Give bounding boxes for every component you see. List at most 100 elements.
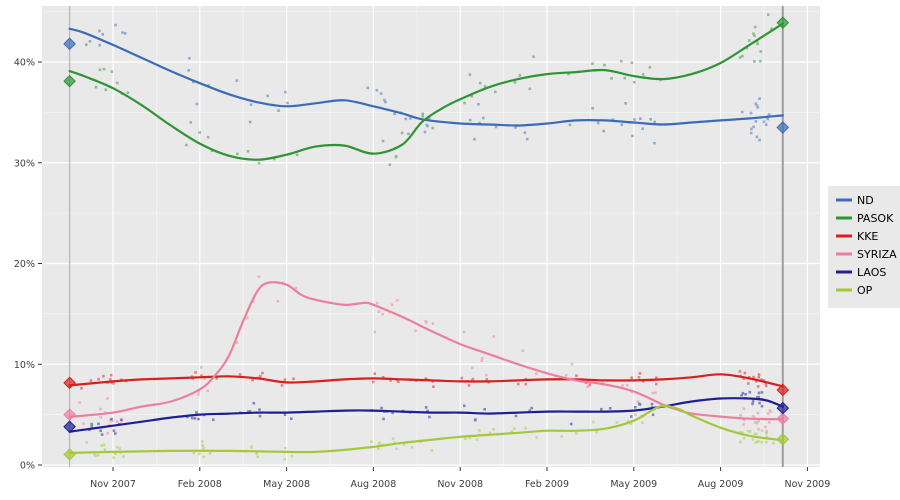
poll-point — [98, 68, 102, 72]
gridlines-major — [42, 6, 820, 467]
poll-point — [187, 69, 190, 72]
poll-point — [277, 109, 280, 112]
poll-point — [90, 422, 93, 426]
poll-point — [758, 97, 761, 100]
poll-point — [188, 56, 191, 60]
poll-point — [99, 407, 102, 411]
poll-point — [740, 394, 743, 397]
poll-point — [650, 402, 654, 406]
poll-point — [567, 72, 570, 76]
poll-point — [514, 126, 517, 129]
poll-point — [483, 85, 487, 88]
poll-point — [283, 458, 286, 461]
poll-point — [292, 377, 295, 381]
poll-point — [516, 382, 520, 386]
poll-point — [630, 376, 633, 379]
poll-point — [638, 403, 642, 406]
poll-point — [373, 330, 376, 334]
poll-point — [383, 98, 386, 102]
poll-point — [766, 117, 769, 121]
poll-point — [404, 117, 408, 121]
poll-point — [739, 414, 743, 417]
poll-point — [641, 73, 645, 76]
poll-point — [202, 455, 206, 459]
poll-point — [195, 102, 199, 106]
poll-point — [756, 106, 760, 109]
poll-point — [238, 373, 242, 376]
poll-point — [110, 419, 114, 423]
poll-point — [97, 453, 100, 457]
y-tick-label: 20% — [14, 259, 35, 270]
election-2009-result-ND — [776, 121, 790, 134]
poll-point — [114, 432, 117, 435]
poll-point — [246, 316, 249, 320]
poll-point — [126, 91, 130, 94]
poll-point — [749, 131, 753, 135]
poll-point — [755, 104, 759, 107]
poll-point — [112, 429, 116, 432]
poll-point — [370, 440, 373, 443]
poll-point — [379, 92, 383, 95]
x-tick-label: Nov 2009 — [785, 479, 831, 490]
poll-point — [192, 451, 196, 455]
poll-point — [248, 120, 252, 124]
poll-point — [770, 27, 773, 31]
x-tick-label: Nov 2007 — [90, 479, 136, 490]
poll-point — [375, 88, 379, 92]
poll-point — [464, 437, 467, 441]
poll-point — [755, 379, 758, 383]
poll-point — [381, 139, 385, 143]
legend-label-PASOK: PASOK — [857, 212, 894, 225]
poll-point — [428, 415, 431, 419]
poll-point — [186, 415, 189, 419]
x-tick-label: Aug 2008 — [351, 479, 397, 490]
poll-point — [641, 127, 644, 131]
poll-point — [485, 378, 489, 381]
trend-line-ND — [68, 27, 784, 127]
poll-point — [760, 391, 764, 394]
scatter-SYRIZA — [78, 275, 772, 435]
poll-point — [621, 384, 624, 387]
poll-point — [653, 141, 656, 145]
poll-point — [753, 60, 756, 63]
poll-point — [754, 102, 758, 106]
poll-point — [206, 135, 210, 139]
poll-point — [290, 454, 294, 458]
poll-point — [592, 420, 595, 424]
poll-point — [623, 76, 627, 80]
poll-point — [756, 412, 760, 415]
election-2009-result-KKE — [776, 383, 790, 397]
poll-point — [523, 131, 527, 134]
poll-point — [261, 371, 264, 375]
poll-point — [98, 43, 101, 47]
poll-point — [630, 61, 634, 65]
poll-point — [753, 421, 757, 424]
poll-point — [757, 391, 761, 395]
poll-point — [272, 157, 276, 161]
poll-point — [475, 438, 479, 441]
poll-point — [767, 421, 771, 424]
poll-point — [615, 421, 619, 424]
poll-point — [389, 379, 392, 382]
poll-point — [197, 452, 201, 456]
poll-point — [648, 66, 652, 69]
poll-point — [190, 416, 194, 420]
poll-point — [463, 101, 466, 105]
poll-point — [432, 385, 435, 388]
poll-point — [391, 437, 395, 441]
poll-point — [758, 138, 761, 142]
legend-item-PASOK: PASOK — [836, 212, 894, 225]
poll-point — [384, 100, 387, 104]
poll-point — [631, 134, 634, 138]
poll-point — [596, 121, 600, 125]
poll-point — [112, 382, 115, 385]
poll-point — [120, 419, 123, 423]
poll-point — [757, 395, 760, 399]
x-tick-label: Feb 2009 — [525, 479, 569, 490]
poll-point — [620, 123, 624, 126]
legend-item-LAOS: LAOS — [836, 266, 886, 279]
x-tick-label: Aug 2009 — [698, 479, 744, 490]
poll-point — [483, 408, 486, 411]
poll-point — [215, 377, 218, 380]
